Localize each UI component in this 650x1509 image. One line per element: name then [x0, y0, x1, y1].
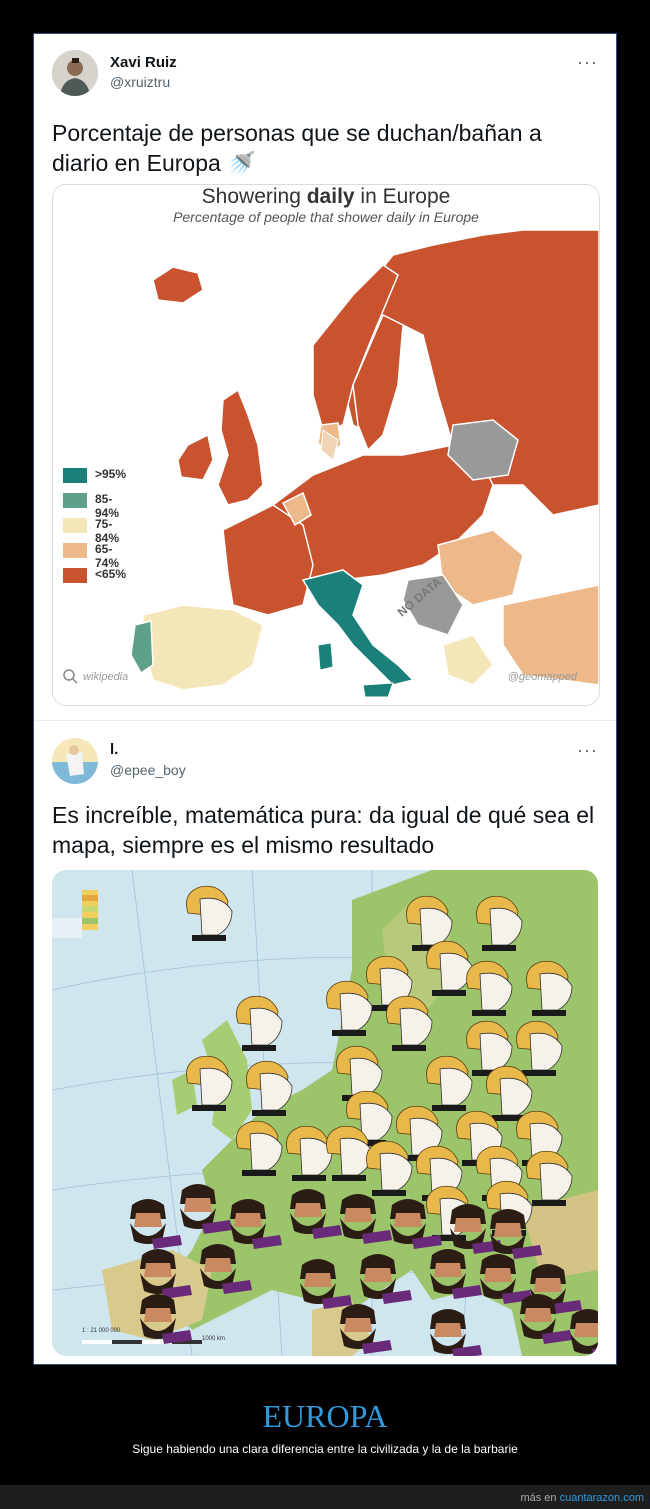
- footer-site[interactable]: más en cuantarazon.com: [520, 1492, 644, 1504]
- author-handle[interactable]: @xruiztru: [110, 74, 171, 90]
- map-title: Showering daily in Europe: [201, 185, 451, 208]
- bearded-face-icon: [230, 1199, 282, 1249]
- avatar[interactable]: [52, 738, 98, 784]
- credit-geomapped: @geomapped: [507, 671, 577, 683]
- blond-face-icon: [236, 995, 283, 1051]
- bearded-face-icon: [290, 1189, 342, 1239]
- bearded-face-icon: [340, 1304, 392, 1354]
- legend-label: <65%: [95, 567, 127, 581]
- post-frame: Xavi Ruiz @xruiztru ··· Porcentaje de pe…: [33, 33, 617, 1365]
- bearded-face-icon: [180, 1184, 232, 1234]
- legend-label: >95%: [95, 467, 127, 481]
- footer-site-prefix: más en: [520, 1492, 560, 1504]
- meme-map-image[interactable]: 1 : 21 000 000 1000 km: [52, 870, 598, 1356]
- europe-choropleth-map: [53, 185, 599, 705]
- blond-face-icon: [186, 885, 233, 941]
- blond-face-icon: [386, 995, 433, 1051]
- blond-face-icon: [246, 1060, 293, 1116]
- footer-subtitle: Sigue habiendo una clara diferencia entr…: [132, 1442, 518, 1456]
- legend-swatch: [63, 493, 87, 508]
- bearded-face-icon: [520, 1294, 572, 1344]
- blond-face-icon: [326, 980, 373, 1036]
- credit-wikipedia: wikipedia: [83, 671, 129, 683]
- legend-label: 65-74%: [95, 542, 120, 570]
- bearded-face-icon: [300, 1259, 352, 1309]
- avatar[interactable]: [52, 50, 98, 96]
- blond-face-icon: [366, 955, 413, 1011]
- bearded-face-icon: [430, 1309, 482, 1356]
- europe-meme-map: [52, 870, 598, 1356]
- bearded-face-icon: [140, 1294, 192, 1344]
- search-icon: [63, 669, 78, 684]
- bearded-face-icon: [570, 1309, 598, 1356]
- footer-site-link[interactable]: cuantarazon.com: [559, 1492, 644, 1504]
- blond-face-icon: [366, 1140, 413, 1196]
- shower-map-image[interactable]: Showering daily in Europe Percentage of …: [52, 184, 600, 706]
- legend-label: 75-84%: [95, 517, 120, 545]
- blond-face-icon: [346, 1090, 393, 1146]
- map-km-label: 1000 km: [202, 1336, 226, 1342]
- tweet-text: Porcentaje de personas que se duchan/bañ…: [52, 120, 542, 176]
- blond-face-icon: [286, 1125, 333, 1181]
- legend-swatch: [63, 543, 87, 558]
- blond-face-icon: [466, 1020, 513, 1076]
- bearded-face-icon: [360, 1254, 412, 1304]
- legend-swatch: [63, 568, 87, 583]
- blond-face-icon: [326, 1125, 373, 1181]
- author-handle[interactable]: @epee_boy: [110, 762, 186, 778]
- author-name[interactable]: l.: [110, 741, 119, 758]
- footer-bar: [0, 1485, 650, 1509]
- legend-swatch: [63, 468, 87, 483]
- blond-face-icon: [486, 1065, 533, 1121]
- footer-title: EUROPA: [262, 1398, 388, 1434]
- map-subtitle: Percentage of people that shower daily i…: [173, 209, 479, 225]
- blond-face-icon: [516, 1020, 563, 1076]
- more-options-icon[interactable]: ···: [577, 740, 598, 760]
- bearded-face-icon: [490, 1209, 542, 1259]
- legend-label: 85-94%: [95, 492, 120, 520]
- blond-face-icon: [426, 1055, 473, 1111]
- blond-face-icon: [526, 1150, 573, 1206]
- bearded-face-icon: [140, 1249, 192, 1299]
- blond-face-icon: [186, 1055, 233, 1111]
- bearded-face-icon: [340, 1194, 392, 1244]
- more-options-icon[interactable]: ···: [577, 52, 598, 72]
- blond-face-icon: [426, 940, 473, 996]
- tweet-text: Es increíble, matemática pura: da igual …: [52, 802, 595, 858]
- blond-face-icon: [526, 960, 573, 1016]
- bearded-face-icon: [200, 1244, 252, 1294]
- tweet-divider: [34, 720, 616, 721]
- blond-face-icon: [466, 960, 513, 1016]
- blond-face-icon: [476, 895, 523, 951]
- bearded-face-icon: [390, 1199, 442, 1249]
- legend-swatch: [63, 518, 87, 533]
- blond-face-icon: [236, 1120, 283, 1176]
- author-name[interactable]: Xavi Ruiz: [110, 54, 177, 71]
- bearded-face-icon: [130, 1199, 182, 1249]
- map-scale-label: 1 : 21 000 000: [82, 1328, 121, 1334]
- bearded-face-icon: [430, 1249, 482, 1299]
